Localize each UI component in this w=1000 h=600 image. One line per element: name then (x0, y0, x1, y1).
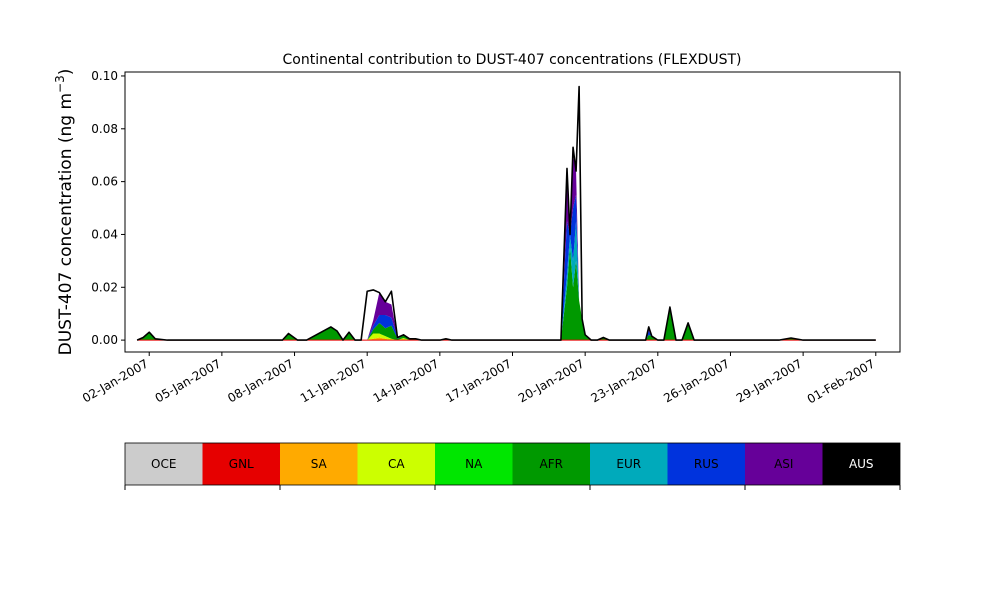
legend-label-aus: AUS (849, 457, 874, 471)
x-tick-label: 29-Jan-2007 (734, 356, 805, 405)
legend-swatch-ca (357, 443, 435, 485)
legend-label-asi: ASI (774, 457, 793, 471)
x-tick-label: 05-Jan-2007 (153, 356, 224, 405)
chart-title: Continental contribution to DUST-407 con… (283, 52, 742, 68)
legend-label-eur: EUR (616, 457, 641, 471)
legend-swatch-na (435, 443, 513, 485)
total-outline (136, 85, 876, 341)
area-series-rus (137, 194, 876, 341)
colorbar-legend: OCE GNL SA CA NA AFR EUR RUS ASI AUS (124, 442, 901, 490)
y-tick-label: 0.08 (91, 122, 118, 136)
axes: 0.00 0.02 0.04 0.06 0.08 0.10 02-Jan-2007 05-Ja… (80, 69, 901, 406)
legend-swatch-oce (125, 443, 203, 485)
x-tick-label: 26-Jan-2007 (661, 356, 732, 405)
legend-swatch-eur (590, 443, 668, 485)
area-series-asi (137, 155, 876, 341)
area-series-ca (137, 333, 876, 341)
legend-swatch-asi (745, 443, 823, 485)
area-series-eur (137, 221, 876, 341)
y-axis-label-superscript: −3 (53, 75, 67, 93)
x-tick-label: 23-Jan-2007 (589, 356, 660, 405)
y-tick-label: 0.02 (91, 280, 118, 294)
area-series-aus (137, 155, 876, 341)
y-tick-label: 0.00 (91, 333, 118, 347)
y-axis-label-close: ) (56, 69, 76, 76)
y-tick-label: 0.06 (91, 175, 118, 189)
legend-label-ca: CA (388, 457, 405, 471)
legend-label-sa: SA (311, 457, 328, 471)
plot-area (136, 85, 876, 341)
legend-swatch-sa (280, 443, 358, 485)
x-tick-label: 20-Jan-2007 (516, 356, 587, 405)
y-axis-label: DUST-407 concentration (ng m−3) (53, 69, 76, 356)
plot-frame (124, 71, 901, 353)
legend-label-oce: OCE (151, 457, 176, 471)
x-tick-label: 02-Jan-2007 (80, 356, 151, 405)
legend-frame (124, 442, 901, 486)
x-tick-label: 11-Jan-2007 (298, 356, 369, 405)
area-series-afr (137, 247, 876, 341)
y-tick-label: 0.10 (91, 69, 118, 83)
x-tick-label: 14-Jan-2007 (371, 356, 442, 405)
area-series-na (137, 333, 876, 341)
legend-swatch-aus (822, 443, 900, 485)
legend-swatch-gnl (202, 443, 280, 485)
legend-label-na: NA (465, 457, 483, 471)
legend-label-afr: AFR (540, 457, 563, 471)
x-tick-label: 17-Jan-2007 (443, 356, 514, 405)
x-tick-label: 01-Feb-2007 (805, 356, 878, 406)
y-tick-label: 0.04 (91, 227, 118, 241)
legend-label-gnl: GNL (229, 457, 254, 471)
legend-label-rus: RUS (694, 457, 719, 471)
y-axis-label-text: DUST-407 concentration (ng m (56, 93, 76, 355)
legend-swatch-rus (667, 443, 745, 485)
legend-swatch-afr (512, 443, 590, 485)
x-tick-label: 08-Jan-2007 (225, 356, 296, 405)
